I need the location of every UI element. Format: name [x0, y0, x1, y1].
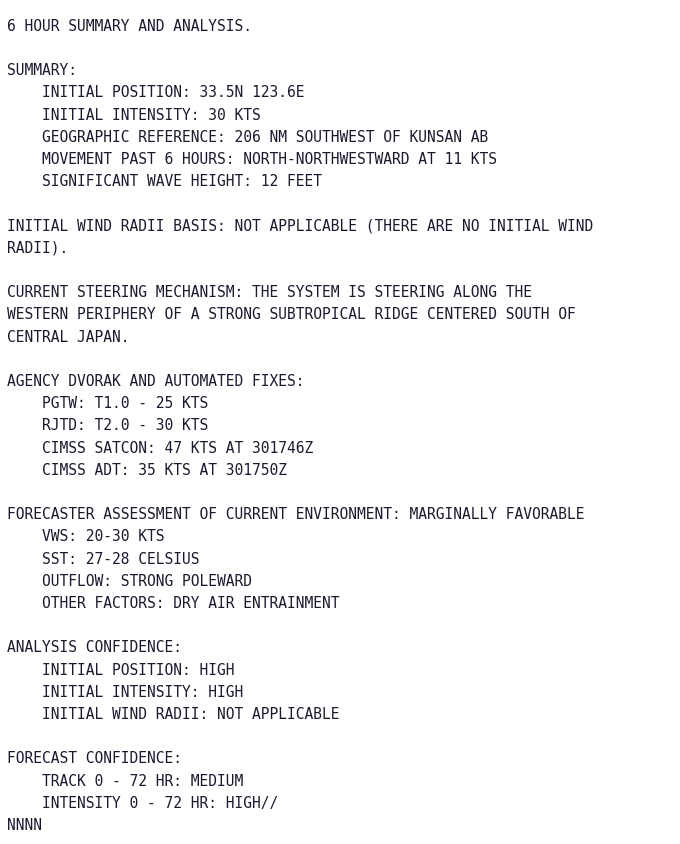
Text: 6 HOUR SUMMARY AND ANALYSIS.: 6 HOUR SUMMARY AND ANALYSIS.	[7, 19, 252, 34]
Text: ANALYSIS CONFIDENCE:: ANALYSIS CONFIDENCE:	[7, 640, 182, 655]
Text: AGENCY DVORAK AND AUTOMATED FIXES:: AGENCY DVORAK AND AUTOMATED FIXES:	[7, 374, 305, 388]
Text: WESTERN PERIPHERY OF A STRONG SUBTROPICAL RIDGE CENTERED SOUTH OF: WESTERN PERIPHERY OF A STRONG SUBTROPICA…	[7, 307, 576, 322]
Text: OTHER FACTORS: DRY AIR ENTRAINMENT: OTHER FACTORS: DRY AIR ENTRAINMENT	[7, 595, 340, 610]
Text: CIMSS ADT: 35 KTS AT 301750Z: CIMSS ADT: 35 KTS AT 301750Z	[7, 463, 288, 477]
Text: CIMSS SATCON: 47 KTS AT 301746Z: CIMSS SATCON: 47 KTS AT 301746Z	[7, 440, 313, 455]
Text: GEOGRAPHIC REFERENCE: 206 NM SOUTHWEST OF KUNSAN AB: GEOGRAPHIC REFERENCE: 206 NM SOUTHWEST O…	[7, 130, 489, 144]
Text: RADII).: RADII).	[7, 241, 69, 256]
Text: VWS: 20-30 KTS: VWS: 20-30 KTS	[7, 528, 165, 544]
Text: SIGNIFICANT WAVE HEIGHT: 12 FEET: SIGNIFICANT WAVE HEIGHT: 12 FEET	[7, 174, 322, 189]
Text: RJTD: T2.0 - 30 KTS: RJTD: T2.0 - 30 KTS	[7, 418, 209, 433]
Text: INITIAL POSITION: 33.5N 123.6E: INITIAL POSITION: 33.5N 123.6E	[7, 85, 305, 100]
Text: INITIAL INTENSITY: HIGH: INITIAL INTENSITY: HIGH	[7, 684, 243, 699]
Text: FORECASTER ASSESSMENT OF CURRENT ENVIRONMENT: MARGINALLY FAVORABLE: FORECASTER ASSESSMENT OF CURRENT ENVIRON…	[7, 506, 585, 522]
Text: INTENSITY 0 - 72 HR: HIGH//: INTENSITY 0 - 72 HR: HIGH//	[7, 795, 279, 809]
Text: INITIAL INTENSITY: 30 KTS: INITIAL INTENSITY: 30 KTS	[7, 107, 261, 122]
Text: INITIAL WIND RADII BASIS: NOT APPLICABLE (THERE ARE NO INITIAL WIND: INITIAL WIND RADII BASIS: NOT APPLICABLE…	[7, 219, 594, 233]
Text: MOVEMENT PAST 6 HOURS: NORTH-NORTHWESTWARD AT 11 KTS: MOVEMENT PAST 6 HOURS: NORTH-NORTHWESTWA…	[7, 152, 497, 167]
Text: INITIAL POSITION: HIGH: INITIAL POSITION: HIGH	[7, 662, 235, 677]
Text: INITIAL WIND RADII: NOT APPLICABLE: INITIAL WIND RADII: NOT APPLICABLE	[7, 706, 340, 721]
Text: NNNN: NNNN	[7, 817, 42, 832]
Text: OUTFLOW: STRONG POLEWARD: OUTFLOW: STRONG POLEWARD	[7, 573, 252, 588]
Text: FORECAST CONFIDENCE:: FORECAST CONFIDENCE:	[7, 750, 182, 766]
Text: CENTRAL JAPAN.: CENTRAL JAPAN.	[7, 329, 130, 344]
Text: PGTW: T1.0 - 25 KTS: PGTW: T1.0 - 25 KTS	[7, 396, 209, 411]
Text: CURRENT STEERING MECHANISM: THE SYSTEM IS STEERING ALONG THE: CURRENT STEERING MECHANISM: THE SYSTEM I…	[7, 285, 532, 300]
Text: SUMMARY:: SUMMARY:	[7, 63, 78, 78]
Text: TRACK 0 - 72 HR: MEDIUM: TRACK 0 - 72 HR: MEDIUM	[7, 772, 243, 787]
Text: SST: 27-28 CELSIUS: SST: 27-28 CELSIUS	[7, 551, 200, 565]
